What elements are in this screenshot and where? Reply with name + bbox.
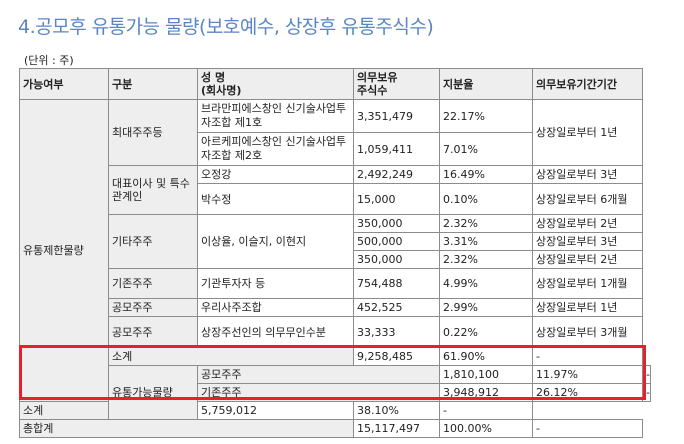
header-name-line1: 성 명 — [201, 71, 226, 84]
ratio-cell: 100.00% — [439, 419, 533, 438]
table-row: 500,000 3.31% 상장일로부터 3년 — [20, 232, 651, 251]
period-cell: 상장일로부터 1개월 — [532, 268, 643, 299]
lockup-table: 가능여부 구분 성 명 (회사명) 의무보유 주식수 지분율 의무보유기간기간 유통… — [19, 68, 651, 438]
shares-cell: 3,351,479 — [353, 99, 440, 133]
category-cell: 기존주주 — [197, 383, 440, 402]
shares-cell: 15,117,497 — [353, 419, 440, 438]
period-cell: 상장일로부터 1년 — [532, 99, 643, 166]
category-cell: 공모주주 — [108, 316, 198, 348]
holder-name: 상장주선인의 의무무인수분 — [197, 316, 354, 348]
table-row: 350,000 2.32% 상장일로부터 2년 — [20, 250, 651, 269]
section-title: 4.공모후 유통가능 물량(보호예수, 상장후 유통주식수) — [18, 16, 434, 38]
shares-cell: 33,333 — [353, 316, 440, 348]
ratio-cell: 11.97% — [532, 365, 643, 384]
period-cell: 상장일로부터 3년 — [532, 165, 643, 184]
table-row: 아르케피에스창인 신기술사업투자조합 제2호 1,059,411 7.01% — [20, 132, 651, 166]
holder-name: 우리사주조합 — [197, 298, 354, 317]
header-shares: 의무보유 주식수 — [353, 68, 440, 100]
ratio-cell: 26.12% — [532, 383, 643, 402]
table-row: 총합계 15,117,497 100.00% - — [19, 419, 651, 438]
header-name: 성 명 (회사명) — [197, 68, 354, 100]
period-cell: 상장일로부터 2년 — [532, 214, 643, 233]
header-category: 구분 — [108, 68, 198, 100]
holder-name: 아르케피에스창인 신기술사업투자조합 제2호 — [197, 132, 354, 166]
header-shares-line2: 주식수 — [357, 84, 388, 97]
period-cell: 상장일로부터 3년 — [532, 232, 643, 251]
ratio-cell: 0.22% — [439, 316, 533, 348]
ratio-cell: 4.99% — [439, 268, 533, 299]
category-cell: 기타주주 — [108, 214, 198, 269]
shares-cell: 3,948,912 — [439, 383, 533, 402]
period-cell: - — [642, 365, 651, 384]
ratio-cell: 2.32% — [439, 214, 533, 233]
table-row: 소계 9,258,485 61.90% - — [20, 347, 651, 366]
period-cell: 상장일로부터 3개월 — [532, 316, 643, 348]
ratio-cell: 2.99% — [439, 298, 533, 317]
shares-cell: 452,525 — [353, 298, 440, 317]
header-name-line2: (회사명) — [201, 84, 242, 97]
table-header-row: 가능여부 구분 성 명 (회사명) 의무보유 주식수 지분율 의무보유기간기간 — [19, 68, 651, 100]
table-row: 기존주주 기관투자자 등 754,488 4.99% 상장일로부터 1개월 — [20, 268, 651, 299]
table-row: 박수정 15,000 0.10% 상장일로부터 6개월 — [20, 183, 651, 215]
period-cell: 상장일로부터 1년 — [532, 298, 643, 317]
header-period: 의무보유기간기간 — [532, 68, 643, 100]
table-row: 소계 5,759,012 38.10% - — [19, 401, 651, 420]
header-availability: 가능여부 — [19, 68, 109, 100]
unit-label: (단위 : 주) — [24, 54, 74, 67]
shares-cell: 350,000 — [353, 250, 440, 269]
table-row: 공모주주 우리사주조합 452,525 2.99% 상장일로부터 1년 — [20, 298, 651, 317]
header-ratio: 지분율 — [439, 68, 533, 100]
ratio-cell: 38.10% — [353, 401, 440, 420]
period-cell: - — [439, 401, 533, 420]
category-cell: 소계 — [19, 401, 198, 420]
category-cell: 소계 — [108, 347, 354, 366]
table-row: 유통가능물량 공모주주 1,810,100 11.97% - — [20, 365, 651, 420]
shares-cell: 2,492,249 — [353, 165, 440, 184]
table-row: 유통제한물량 최대주주등 브라만피에스창인 신기술사업투자조합 제1호 3,35… — [19, 99, 651, 402]
shares-cell: 500,000 — [353, 232, 440, 251]
shares-cell: 15,000 — [353, 183, 440, 215]
table-row: 공모주주 상장주선인의 의무무인수분 33,333 0.22% 상장일로부터 3… — [20, 316, 651, 348]
table-row: 대표이사 및 특수관계인 오정강 2,492,249 16.49% 상장일로부터… — [20, 165, 651, 215]
period-cell: - — [532, 419, 643, 438]
shares-cell: 754,488 — [353, 268, 440, 299]
shares-cell: 1,059,411 — [353, 132, 440, 166]
ratio-cell: 7.01% — [439, 132, 533, 166]
holder-name: 이상율, 이슬지, 이현지 — [197, 214, 354, 269]
ratio-cell: 61.90% — [439, 347, 533, 366]
category-cell: 최대주주등 — [108, 99, 198, 166]
period-cell: - — [532, 347, 643, 366]
category-cell: 기존주주 — [108, 268, 198, 299]
holder-name: 박수정 — [197, 183, 354, 215]
shares-cell: 350,000 — [353, 214, 440, 233]
ratio-cell: 2.32% — [439, 250, 533, 269]
ratio-cell: 16.49% — [439, 165, 533, 184]
holder-name: 오정강 — [197, 165, 354, 184]
total-label: 총합계 — [19, 419, 354, 438]
table-row: 기타주주 이상율, 이슬지, 이현지 350,000 2.32% 상장일로부터 … — [20, 214, 651, 269]
header-shares-line1: 의무보유 — [357, 71, 398, 84]
holder-name: 브라만피에스창인 신기술사업투자조합 제1호 — [197, 99, 354, 133]
shares-cell: 1,810,100 — [439, 365, 533, 384]
period-cell: - — [642, 383, 651, 402]
restricted-label: 유통제한물량 — [19, 99, 109, 402]
category-cell: 대표이사 및 특수관계인 — [108, 165, 198, 215]
shares-cell: 5,759,012 — [197, 401, 354, 420]
period-cell: 상장일로부터 2년 — [532, 250, 643, 269]
period-cell: 상장일로부터 6개월 — [532, 183, 643, 215]
shares-cell: 9,258,485 — [353, 347, 440, 366]
ratio-cell: 22.17% — [439, 99, 533, 133]
ratio-cell: 3.31% — [439, 232, 533, 251]
category-cell: 공모주주 — [197, 365, 440, 384]
holder-name: 기관투자자 등 — [197, 268, 354, 299]
category-cell: 공모주주 — [108, 298, 198, 317]
ratio-cell: 0.10% — [439, 183, 533, 215]
